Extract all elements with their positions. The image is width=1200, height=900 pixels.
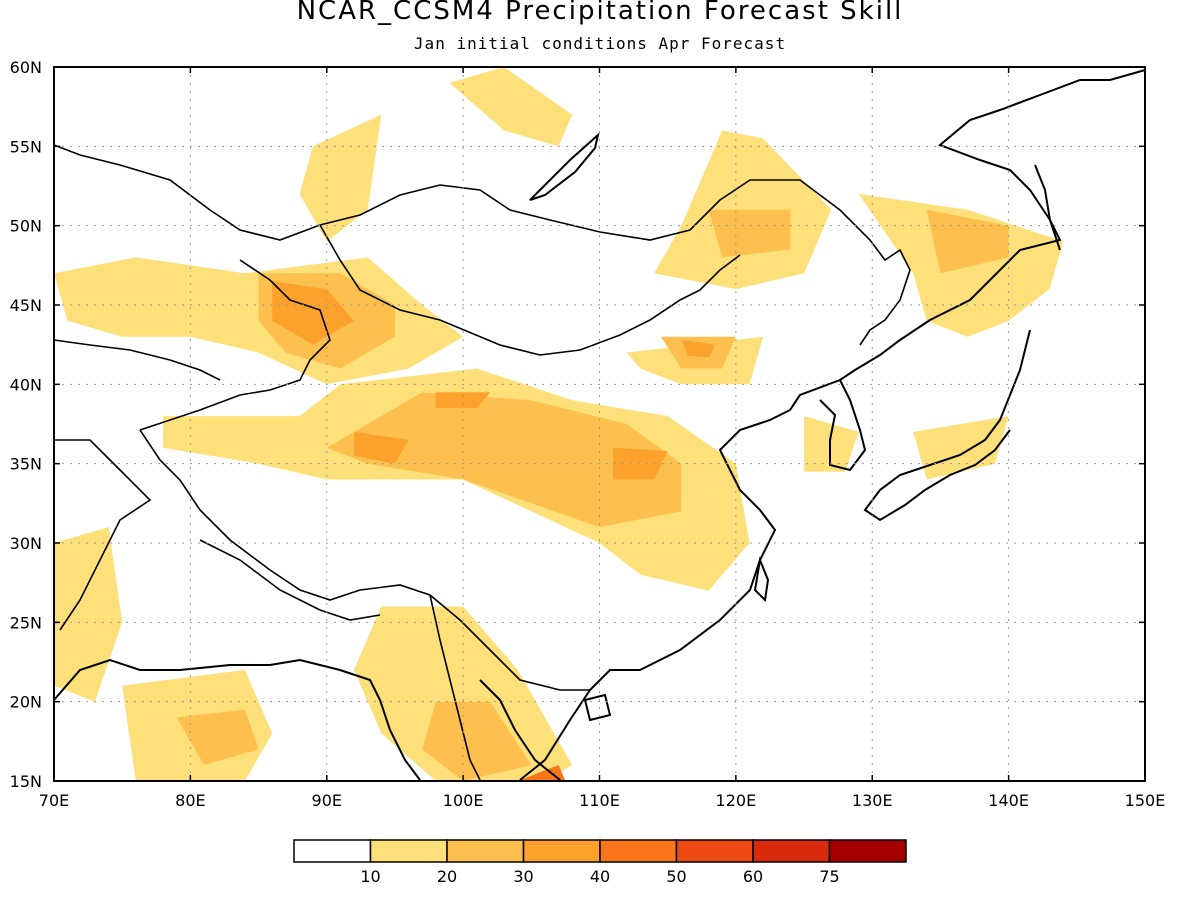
skill-region-3 <box>272 281 354 345</box>
border-mongolia <box>319 224 741 356</box>
lat-tick-label: 50N <box>10 217 42 236</box>
lat-tick-label: 25N <box>10 613 42 632</box>
colorbar-label: 40 <box>590 867 610 886</box>
colorbar-label: 75 <box>819 867 839 886</box>
gridline-layer <box>54 67 1145 781</box>
coastline-japan <box>863 329 1031 522</box>
skill-region-10 <box>681 339 716 358</box>
border-kazakh-china <box>139 259 331 431</box>
tick-layer <box>53 66 1146 782</box>
lon-tick-label: 120E <box>716 791 757 810</box>
colorbar-swatch <box>675 839 754 863</box>
colorbar-label: 60 <box>743 867 763 886</box>
colorbar-label: 10 <box>360 867 380 886</box>
colorbar-label: 50 <box>666 867 686 886</box>
border-himalaya <box>199 539 381 621</box>
coastline-sakhalin <box>1034 164 1061 251</box>
lon-tick-label: 100E <box>443 791 484 810</box>
lat-tick-label: 60N <box>10 58 42 77</box>
lat-tick-label: 35N <box>10 455 42 474</box>
colorbar-label: 30 <box>513 867 533 886</box>
lat-tick-label: 55N <box>10 137 42 156</box>
colorbar-swatch <box>828 839 907 863</box>
colorbar-label: 20 <box>437 867 457 886</box>
skill-region-23 <box>517 765 566 781</box>
colorbar-swatch <box>293 839 372 863</box>
colorbar-swatch <box>752 839 831 863</box>
skill-region-21 <box>354 606 573 781</box>
lat-tick-label: 30N <box>10 534 42 553</box>
lon-tick-label: 80E <box>175 791 205 810</box>
colorbar-swatch <box>599 839 678 863</box>
chart-subtitle: Jan initial conditions Apr Forecast <box>413 34 787 53</box>
lat-tick-label: 20N <box>10 693 42 712</box>
lon-tick-label: 90E <box>312 791 342 810</box>
coastline-hainan <box>583 693 612 722</box>
skill-region-5 <box>449 67 573 147</box>
skill-region-7 <box>708 209 791 258</box>
coastline-peninsula <box>479 679 561 781</box>
border-india-west <box>54 439 152 631</box>
lat-tick-labels: 15N 20N 25N 30N 35N 40N 45N 50N 55N 60N <box>10 58 42 791</box>
coastline-layer <box>54 69 1145 781</box>
colorbar-swatch <box>369 839 448 863</box>
lon-tick-label: 110E <box>579 791 620 810</box>
skill-region-25 <box>804 416 859 472</box>
skill-region-15 <box>435 392 491 409</box>
skill-fill-layer <box>54 67 1064 781</box>
lat-tick-label: 45N <box>10 296 42 315</box>
colorbar-swatch <box>446 839 525 863</box>
colorbar: 10 20 30 40 50 60 75 <box>293 839 907 886</box>
lon-tick-label: 150E <box>1125 791 1166 810</box>
colorbar-swatch <box>522 839 601 863</box>
skill-region-20 <box>176 709 259 766</box>
border-indochina <box>429 594 481 781</box>
border-tibet-south <box>139 429 590 691</box>
chart-title: NCAR_CCSM4 Precipitation Forecast Skill <box>296 0 904 26</box>
skill-region-18 <box>54 527 123 702</box>
border-russia-south <box>54 144 911 346</box>
lon-tick-label: 130E <box>852 791 893 810</box>
skill-region-17 <box>926 209 1009 274</box>
lat-tick-label: 15N <box>10 772 42 791</box>
lon-tick-labels: 70E 80E 90E 100E 110E 120E 130E 140E 150E <box>39 791 1166 810</box>
border-central-asia <box>54 339 221 381</box>
skill-region-4 <box>299 114 382 242</box>
skill-region-13 <box>613 447 668 480</box>
skill-region-12 <box>326 392 682 528</box>
lon-tick-label: 140E <box>988 791 1029 810</box>
border-layer <box>54 144 911 781</box>
coastline-taiwan <box>753 556 770 603</box>
coastline-india <box>54 658 421 781</box>
lat-tick-label: 40N <box>10 375 42 394</box>
skill-region-22 <box>422 701 532 781</box>
lake-baikal <box>529 132 600 201</box>
lon-tick-label: 70E <box>39 791 69 810</box>
skill-region-14 <box>354 431 409 464</box>
coastline-korea <box>819 379 867 472</box>
skill-region-1 <box>54 257 464 385</box>
